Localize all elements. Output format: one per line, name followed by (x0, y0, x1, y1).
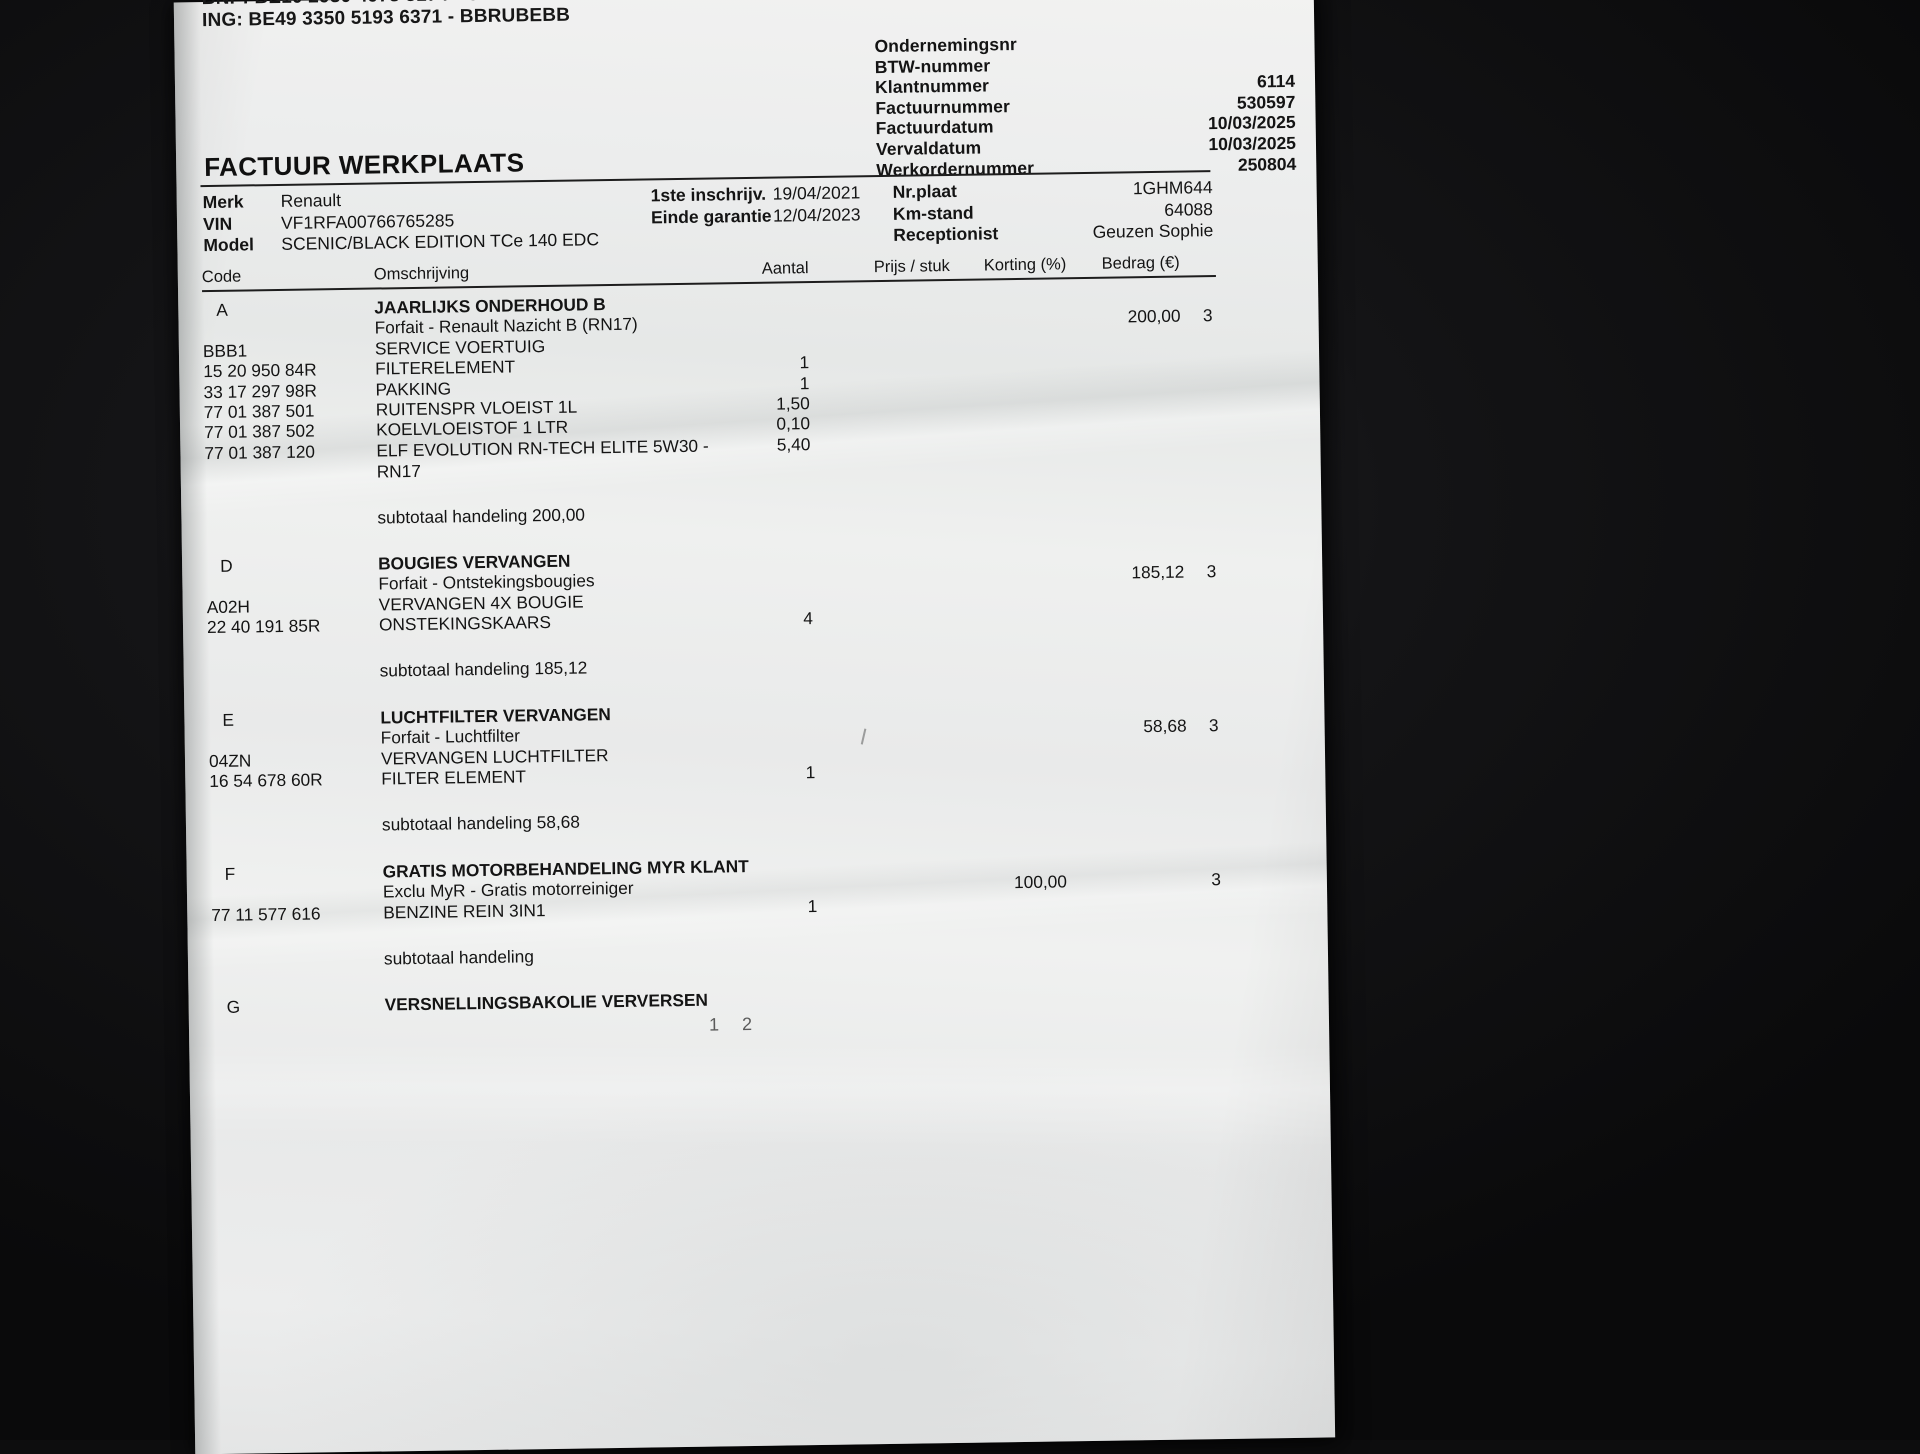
cell-aantal: 1 (799, 372, 810, 393)
cell-aantal: 1,50 (775, 393, 810, 414)
cell-code: 22 40 191 85R (206, 615, 321, 638)
meta-value-werkordernummer: 250804 (1237, 153, 1297, 175)
line-items-table: Code Omschrijving Aantal Prijs / stuk Ko… (201, 250, 1227, 1018)
cell-code: BBB1 (202, 340, 248, 361)
cell-code: 77 01 387 502 (203, 420, 315, 443)
invoice-meta-block: Ondernemingsnr BTW-nummer Klantnummer 61… (874, 30, 1296, 180)
cell-code: G (226, 997, 241, 1018)
cell-aantal: 1 (799, 352, 810, 373)
cell-aantal: 0,10 (776, 413, 811, 434)
invoice-page: BNP: BE10 2930 4973 8174 - GEBABEBB ING:… (174, 0, 1335, 1454)
cell-aantal: 5,40 (776, 433, 811, 455)
meta-value-btw-nummer (1125, 66, 1295, 69)
cell-vat-code: 3 (1211, 869, 1222, 890)
vehicle-value-empty (773, 241, 893, 243)
cell-code: E (222, 709, 235, 730)
vehicle-value-receptionist: Geuzen Sophie (1092, 220, 1214, 242)
cell-code: 04ZN (208, 750, 252, 771)
vehicle-label-1ste-inschrijv: 1ste inschrijv. (650, 183, 767, 206)
vehicle-label-model: Model (203, 234, 255, 256)
vehicle-value-km-stand: 64088 (1164, 198, 1214, 220)
column-header-bedrag: Bedrag (€) (1101, 253, 1180, 273)
vehicle-label-merk: Merk (202, 191, 244, 213)
cell-aantal: 1 (807, 895, 818, 916)
table-body: A JAARLIJKS ONDERHOUD B Forfait - Renault … (202, 277, 1227, 1018)
cell-code: D (219, 555, 233, 576)
vehicle-label-km-stand: Km-stand (892, 202, 974, 224)
meta-value-ondernemingsnr (1125, 46, 1295, 49)
meta-label-werkordernummer: Werkordernummer (876, 157, 1035, 180)
cell-vat-code: 3 (1202, 305, 1213, 326)
column-header-code: Code (201, 267, 242, 287)
cell-bedrag: 58,68 (1143, 715, 1187, 737)
cell-code: A (216, 299, 228, 320)
column-header-prijs: Prijs / stuk (873, 257, 950, 277)
cell-code: 33 17 297 98R (203, 379, 318, 402)
vehicle-label-nr-plaat: Nr.plaat (892, 180, 957, 202)
bank-line-ing: ING: BE49 3350 5193 6371 - BBRUBEBB (201, 4, 571, 32)
invoice-paper-sheet: BNP: BE10 2930 4973 8174 - GEBABEBB ING:… (173, 0, 1336, 1454)
vehicle-label-empty (651, 243, 773, 245)
page-number-footer: 1 2 (708, 1013, 762, 1035)
cell-code: 77 01 387 501 (203, 400, 315, 423)
cell-vat-code: 3 (1208, 715, 1219, 736)
cell-omschrijving: ELF EVOLUTION RN-TECH ELITE 5W30 - RN17 (376, 435, 709, 482)
cell-code: 15 20 950 84R (203, 359, 317, 382)
vehicle-info-block: Merk Renault 1ste inschrijv. 19/04/2021 … (203, 177, 1214, 256)
cell-code: A02H (206, 596, 251, 617)
column-header-korting: Korting (%) (983, 255, 1067, 275)
vehicle-value-1ste-inschrijv: 19/04/2021 (772, 182, 861, 204)
vehicle-label-vin: VIN (202, 213, 233, 234)
page-title: FACTUUR WERKPLAATS (203, 147, 525, 183)
cell-code: 77 11 577 616 (211, 903, 321, 925)
vehicle-label-einde-garantie: Einde garantie (650, 205, 772, 227)
cell-aantal: 1 (805, 762, 816, 783)
cell-code: F (224, 863, 236, 884)
cell-vat-code: 3 (1206, 561, 1217, 582)
cell-aantal: 4 (803, 608, 814, 629)
cell-code: 16 54 678 60R (209, 769, 323, 792)
cell-bedrag: 200,00 (1127, 305, 1181, 327)
cell-code: 77 01 387 120 (204, 441, 316, 463)
cell-bedrag: 185,12 (1131, 561, 1185, 583)
vehicle-value-einde-garantie: 12/04/2023 (772, 203, 861, 226)
vehicle-value-model: SCENIC/BLACK EDITION TCe 140 EDC (281, 229, 600, 254)
vehicle-label-receptionist: Receptionist (893, 223, 999, 245)
cell-omschrijving: VERSNELLINGSBAKOLIE VERVERSEN (384, 990, 709, 1015)
vehicle-value-nr-plaat: 1GHM644 (1132, 177, 1213, 199)
cell-korting: 100,00 (1013, 871, 1068, 893)
column-header-omschrijving: Omschrijving (373, 264, 470, 284)
column-header-aantal: Aantal (761, 259, 809, 278)
